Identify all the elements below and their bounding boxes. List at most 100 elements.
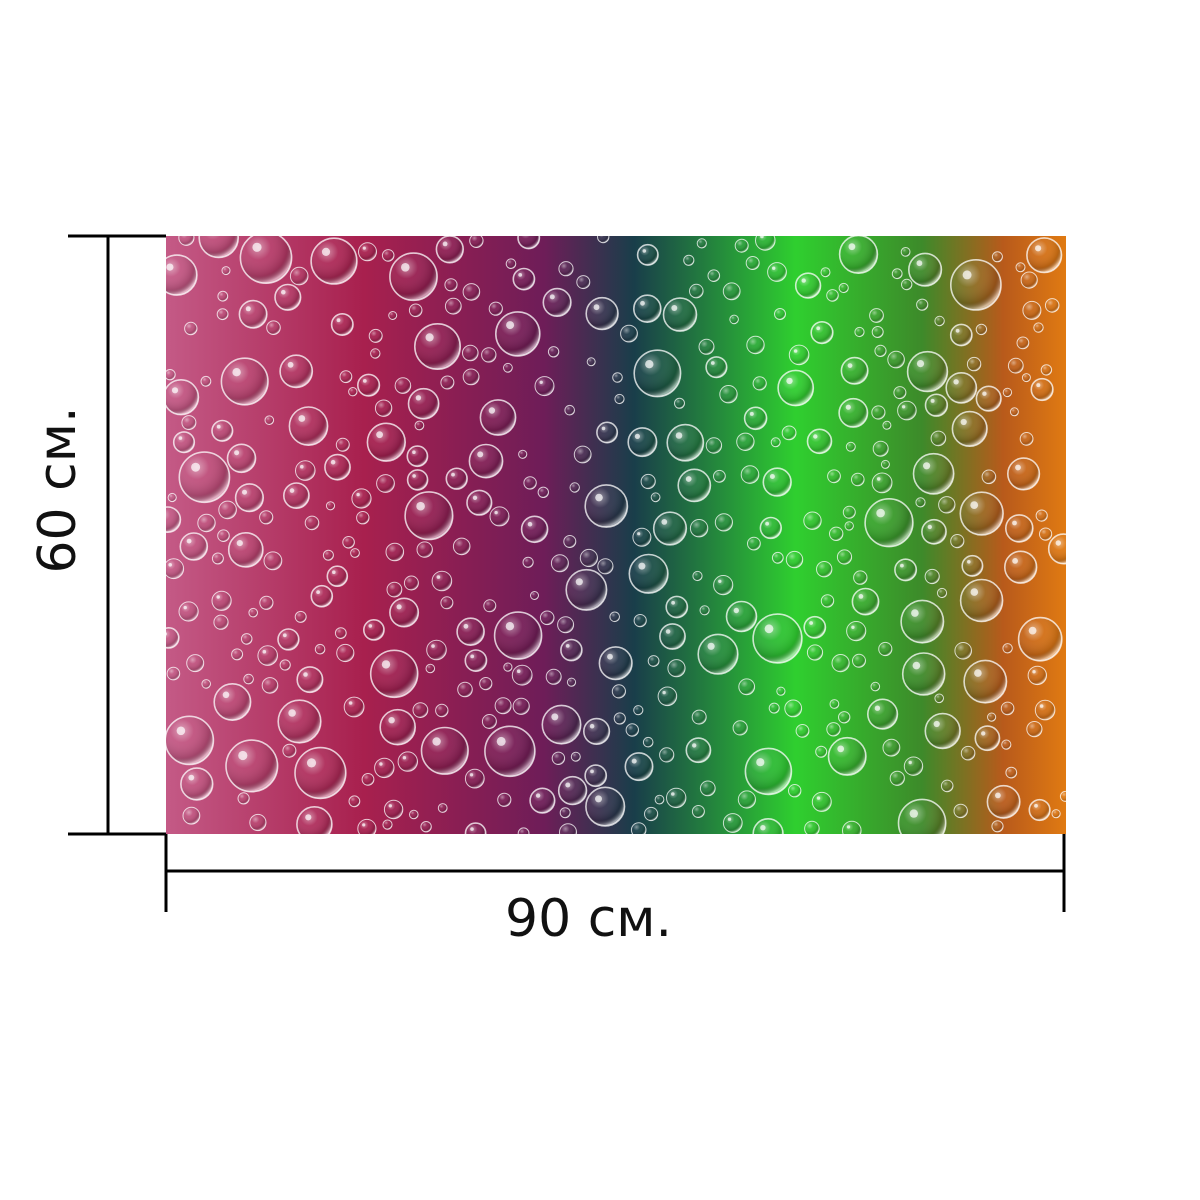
bubble: [440, 375, 455, 390]
bubble: [1001, 739, 1012, 750]
bubble: [534, 376, 555, 397]
bubble-highlight: [845, 404, 851, 410]
bubble-highlight: [760, 236, 764, 239]
bubble: [186, 654, 205, 673]
bubble-highlight: [171, 387, 179, 394]
bubble: [497, 792, 512, 807]
bubble: [389, 252, 438, 302]
bubble-highlight: [191, 462, 201, 472]
bubble: [845, 441, 856, 452]
bubble: [744, 747, 793, 796]
bubble: [557, 775, 588, 806]
bubble: [386, 581, 403, 598]
bubble-highlight: [232, 368, 241, 377]
bubble: [1051, 809, 1061, 819]
bubble-highlight: [760, 825, 766, 831]
bubble: [564, 404, 576, 416]
bubble: [666, 787, 687, 809]
bubble: [940, 779, 954, 793]
bubble: [217, 529, 230, 543]
bubble: [530, 591, 539, 600]
bubble-highlight: [642, 249, 647, 253]
bubble: [936, 587, 948, 599]
bubble: [846, 621, 867, 642]
bubble-highlight: [388, 804, 392, 808]
bubble: [483, 599, 497, 613]
bubble-highlight: [425, 333, 434, 342]
bubble-highlight: [451, 472, 455, 477]
bubble-highlight: [911, 609, 919, 617]
bubble: [975, 385, 1002, 412]
bubble: [826, 289, 839, 302]
bubble: [831, 654, 850, 673]
bubble: [420, 821, 432, 833]
bubble: [644, 806, 659, 822]
bubble: [689, 519, 709, 538]
bubble-highlight: [733, 607, 739, 614]
bubble: [871, 326, 884, 338]
bubble-highlight: [431, 644, 435, 648]
bubble: [569, 482, 580, 493]
bubble: [784, 699, 803, 718]
bubble: [1059, 790, 1066, 802]
bubble: [632, 527, 652, 547]
bubble: [838, 397, 869, 428]
bubble-highlight: [412, 474, 416, 478]
bubble-highlight: [933, 720, 940, 728]
bubble: [734, 238, 749, 253]
bubble-highlight: [764, 624, 774, 634]
bubble-highlight: [1012, 520, 1017, 526]
bubble: [420, 726, 469, 775]
bubble: [1044, 298, 1060, 313]
bubble-highlight: [909, 809, 918, 818]
bubble-highlight: [496, 736, 506, 746]
bubble-highlight: [749, 411, 754, 416]
bubble: [597, 236, 610, 244]
bubble: [893, 386, 907, 400]
bubble: [632, 294, 662, 323]
bubble: [743, 406, 768, 431]
bubble: [853, 570, 868, 585]
bubble-highlight: [178, 436, 183, 440]
bubble: [416, 541, 433, 558]
bubble: [409, 809, 419, 820]
bubble: [598, 646, 633, 681]
bubble: [901, 278, 913, 291]
bubble-highlight: [234, 450, 240, 456]
bubble: [518, 449, 528, 459]
bubble-highlight: [846, 825, 851, 829]
bubble: [408, 303, 423, 318]
bubble: [166, 715, 215, 766]
bubble: [960, 745, 976, 761]
bubble: [625, 723, 639, 737]
bubble: [314, 643, 326, 655]
bubble-highlight: [671, 792, 675, 796]
bubble: [975, 323, 988, 336]
bubble-highlight: [858, 594, 864, 599]
bubble: [406, 445, 429, 468]
bubble-highlight: [412, 450, 416, 454]
bubble-highlight: [916, 260, 923, 267]
bubble: [697, 633, 739, 675]
bubble: [178, 236, 195, 246]
bubble: [213, 682, 252, 721]
bubble: [612, 372, 623, 383]
bubble: [259, 595, 274, 610]
bubble: [874, 344, 887, 358]
bubble: [714, 513, 734, 532]
bubble: [445, 467, 468, 490]
bubble: [505, 258, 517, 270]
bubble: [854, 326, 865, 338]
bubble: [691, 709, 707, 725]
bubble: [583, 717, 611, 746]
bubble: [324, 453, 351, 481]
bubble: [719, 385, 738, 404]
bubble: [767, 262, 787, 282]
bubble: [722, 282, 741, 301]
bubble: [559, 807, 571, 819]
bubble-highlight: [661, 519, 668, 525]
bubble: [915, 497, 926, 508]
bubble: [277, 699, 322, 744]
bubble-highlight: [300, 464, 304, 469]
bubble-highlight: [288, 709, 296, 717]
